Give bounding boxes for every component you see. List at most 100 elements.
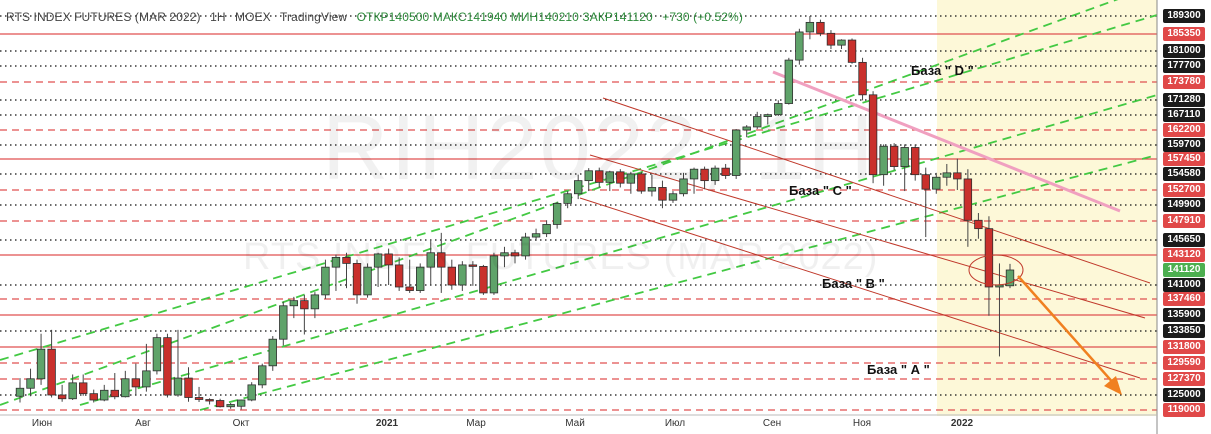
symbol-title[interactable]: RTS INDEX FUTURES (MAR 2022) <box>6 10 201 24</box>
candle-body <box>57 394 67 400</box>
candle-up <box>679 172 688 197</box>
candle-down <box>921 167 930 238</box>
candle-body <box>89 393 98 401</box>
candle-body <box>384 253 393 266</box>
candle-body <box>542 224 551 235</box>
candle-up <box>774 100 783 116</box>
candle-up <box>763 113 772 125</box>
price-axis-label: 171280 <box>1163 93 1205 107</box>
candle-up <box>605 170 614 192</box>
candle-body <box>984 228 994 288</box>
candle-body <box>226 404 235 408</box>
interval-label[interactable]: 1H <box>210 10 226 24</box>
candle-body <box>795 31 804 61</box>
candle-down <box>700 166 709 190</box>
candle-up <box>879 144 888 186</box>
candle-body <box>373 253 383 268</box>
price-axis-label: 137460 <box>1163 292 1205 306</box>
candle-up <box>500 246 509 268</box>
price-axis-label: 135900 <box>1163 308 1205 322</box>
time-axis-label: Май <box>565 418 585 429</box>
candle-body <box>805 21 815 33</box>
candle-body <box>500 252 509 257</box>
candle-down <box>816 19 825 37</box>
price-axis-label: 152700 <box>1163 183 1205 197</box>
base-label-a: База " А " <box>867 362 930 377</box>
candle-up <box>279 301 288 346</box>
candle-body <box>784 59 794 104</box>
candle-up <box>268 336 277 371</box>
candle-body <box>584 170 593 182</box>
candle-body <box>595 170 604 183</box>
candle-down <box>963 169 973 247</box>
candle-body <box>268 338 277 367</box>
candle-body <box>437 252 446 268</box>
candle-up <box>689 167 699 194</box>
price-axis-label: 141120 <box>1163 263 1205 277</box>
candle-up <box>373 252 383 287</box>
time-axis-label: Июн <box>31 418 53 429</box>
candle-up <box>742 125 751 138</box>
candle-up <box>142 343 151 392</box>
base-label-d: База " D " <box>911 63 974 78</box>
candle-up <box>36 333 46 385</box>
price-axis-label: 143120 <box>1163 248 1205 262</box>
candle-up <box>152 333 162 375</box>
candle-down <box>163 333 172 398</box>
candle-body <box>774 103 783 116</box>
candle-down <box>658 180 667 209</box>
candle-down <box>911 144 920 181</box>
candle-body <box>826 32 836 46</box>
candle-body <box>510 252 520 257</box>
candle-down <box>595 167 604 188</box>
candle-body <box>921 174 930 190</box>
base-label-c: База " C " <box>789 183 852 198</box>
candle-body <box>731 129 741 176</box>
candle-body <box>100 389 109 401</box>
chart-header: RTS INDEX FUTURES (MAR 2022) 1H MOEX Tra… <box>6 10 749 24</box>
candle-body <box>574 180 583 195</box>
candle-body <box>763 114 772 117</box>
candle-down <box>868 91 878 184</box>
candle-body <box>79 382 88 395</box>
candle-down <box>205 398 214 405</box>
candle-down <box>131 363 141 395</box>
candle-up <box>932 172 941 194</box>
candle-up <box>258 363 267 389</box>
watermark-name: RTS INDEX FUTURES (MAR 2022) <box>243 236 879 278</box>
candle-up <box>753 111 762 130</box>
candle-up <box>173 329 183 397</box>
candle-up <box>795 28 804 65</box>
candle-body <box>163 337 172 396</box>
candle-body <box>173 377 183 396</box>
candle-body <box>405 286 414 291</box>
candle-body <box>300 300 309 310</box>
candle-up <box>68 374 77 400</box>
candle-up <box>584 168 593 192</box>
candle-body <box>36 348 46 380</box>
exchange-label: MOEX <box>235 10 271 24</box>
candle-up <box>563 191 572 209</box>
candle-body <box>215 400 225 408</box>
candle-body <box>868 94 878 176</box>
candle-body <box>668 193 678 201</box>
price-axis-label: 157450 <box>1163 152 1205 166</box>
price-axis-label: 147910 <box>1163 214 1205 228</box>
candle-body <box>858 61 867 96</box>
candle-body <box>700 168 709 182</box>
candle-up <box>426 240 435 285</box>
candle-up <box>552 201 562 229</box>
green-channel-line <box>199 154 1158 411</box>
time-axis-label: Июл <box>664 418 686 429</box>
price-axis-label: 127370 <box>1163 372 1205 386</box>
candle-body <box>310 294 320 310</box>
candle-up <box>226 403 235 409</box>
red-channel-line <box>579 197 1141 379</box>
candle-up <box>805 16 815 40</box>
candle-down <box>437 232 446 293</box>
time-axis-label: 2022 <box>950 418 974 429</box>
candle-up <box>784 57 794 105</box>
candle-body <box>47 348 56 396</box>
